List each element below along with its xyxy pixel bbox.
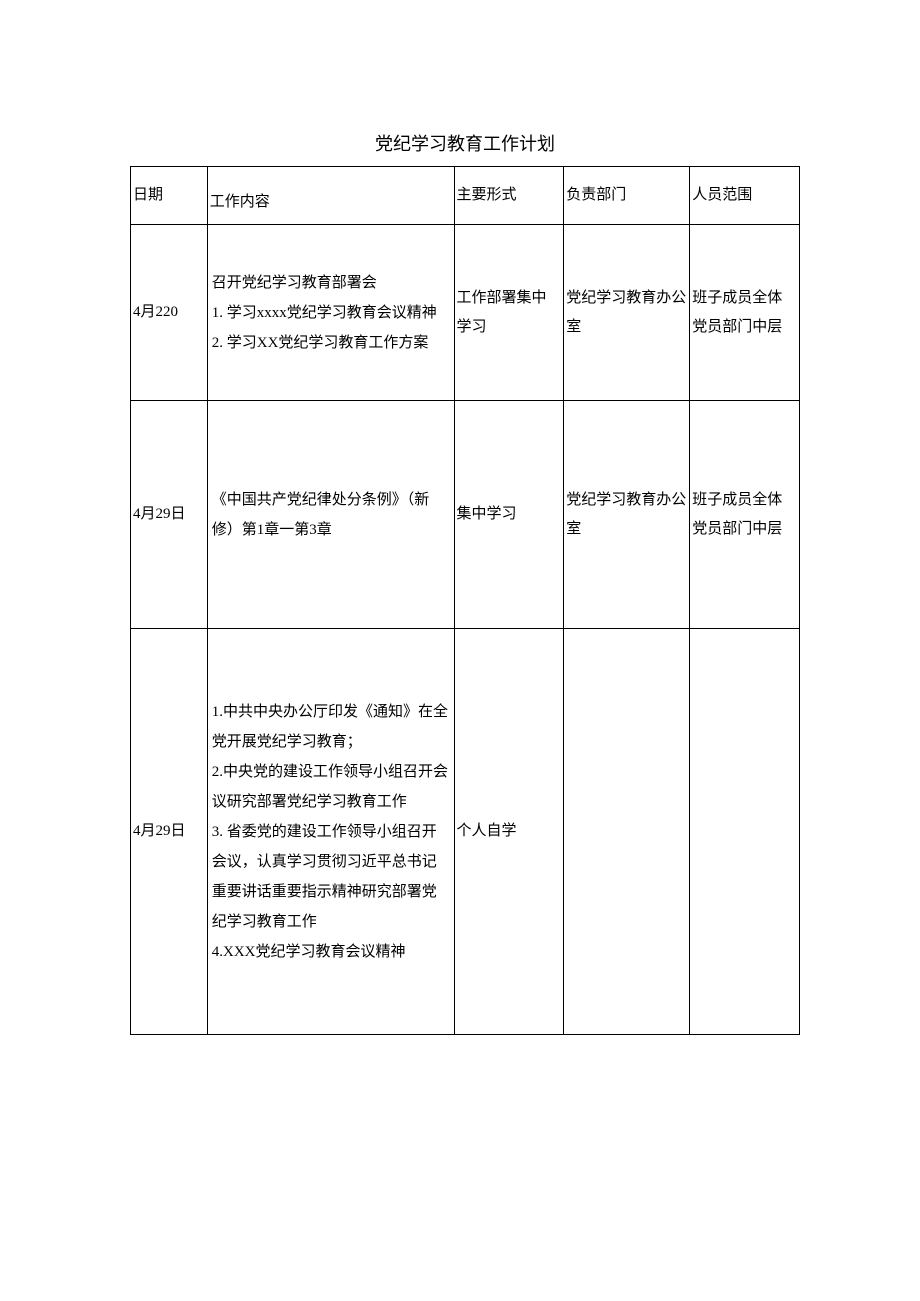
cell-date: 4月29日 [131, 629, 208, 1035]
header-date: 日期 [131, 167, 208, 225]
cell-dept: 党纪学习教育办公室 [564, 225, 690, 401]
cell-date: 4月220 [131, 225, 208, 401]
header-content: 工作内容 [207, 167, 454, 225]
cell-content: 召开党纪学习教育部署会1. 学习xxxx党纪学习教育会议精神2. 学习XX党纪学… [207, 225, 454, 401]
header-scope: 人员范围 [690, 167, 800, 225]
cell-scope: 班子成员全体党员部门中层 [690, 225, 800, 401]
header-format: 主要形式 [454, 167, 564, 225]
cell-scope: 班子成员全体党员部门中层 [690, 401, 800, 629]
cell-dept [564, 629, 690, 1035]
table-header-row: 日期 工作内容 主要形式 负责部门 人员范围 [131, 167, 800, 225]
cell-content: 1.中共中央办公厅印发《通知》在全党开展党纪学习教育；2.中央党的建设工作领导小… [207, 629, 454, 1035]
cell-format: 工作部署集中学习 [454, 225, 564, 401]
header-dept: 负责部门 [564, 167, 690, 225]
table-row: 4月220 召开党纪学习教育部署会1. 学习xxxx党纪学习教育会议精神2. 学… [131, 225, 800, 401]
cell-dept: 党纪学习教育办公室 [564, 401, 690, 629]
cell-format: 个人自学 [454, 629, 564, 1035]
work-plan-table: 日期 工作内容 主要形式 负责部门 人员范围 4月220 召开党纪学习教育部署会… [130, 166, 800, 1035]
cell-content: 《中国共产党纪律处分条例》（新修）第1章一第3章 [207, 401, 454, 629]
table-row: 4月29日 1.中共中央办公厅印发《通知》在全党开展党纪学习教育；2.中央党的建… [131, 629, 800, 1035]
table-row: 4月29日 《中国共产党纪律处分条例》（新修）第1章一第3章 集中学习 党纪学习… [131, 401, 800, 629]
cell-date: 4月29日 [131, 401, 208, 629]
cell-format: 集中学习 [454, 401, 564, 629]
cell-scope [690, 629, 800, 1035]
document-title: 党纪学习教育工作计划 [130, 130, 800, 156]
